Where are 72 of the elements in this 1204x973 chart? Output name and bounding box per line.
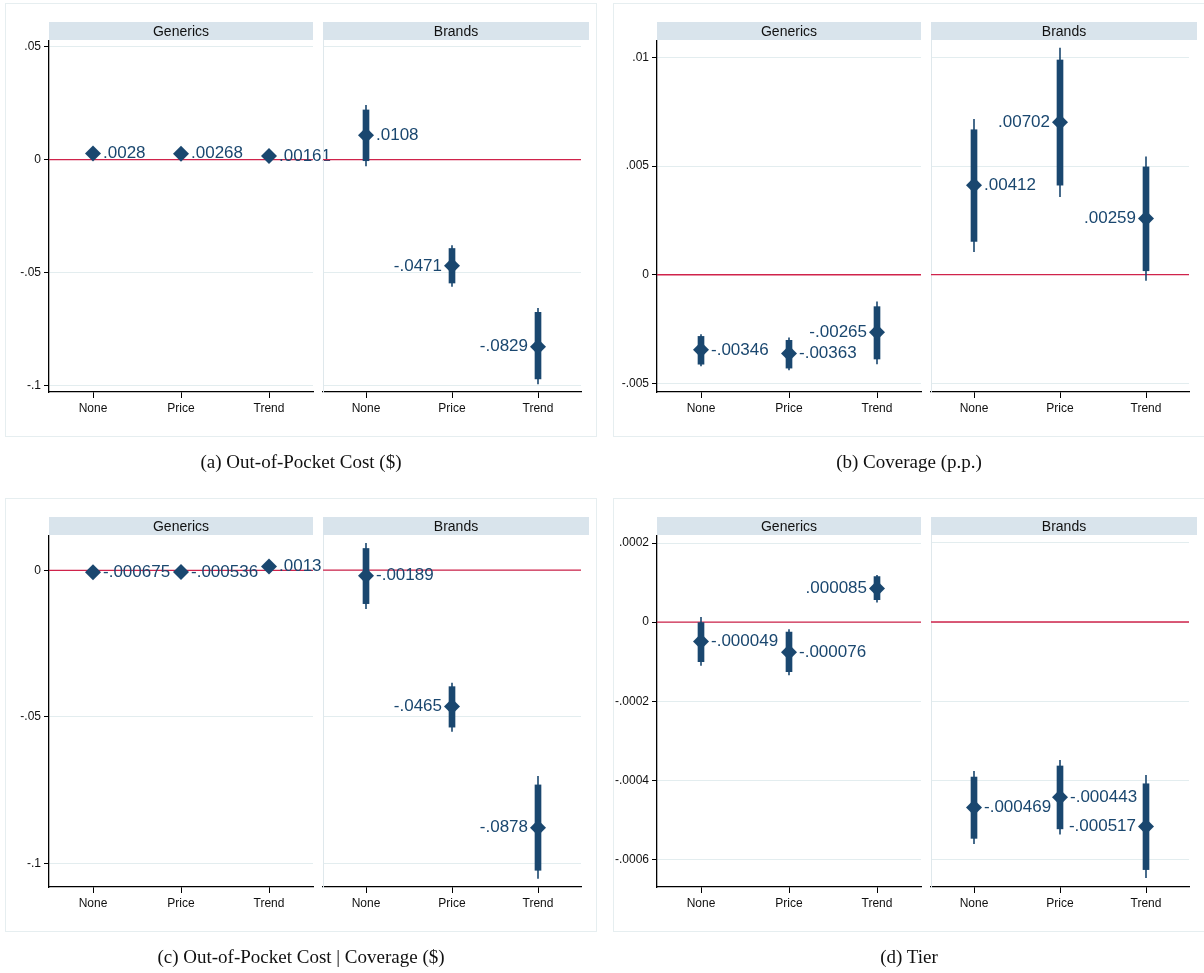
y-tick-label: 0: [642, 267, 650, 282]
data-label: -.0878: [479, 817, 528, 837]
chart-title: Generics: [49, 517, 313, 535]
y-tick-label: .01: [632, 49, 650, 64]
x-tick-label: None: [78, 400, 108, 415]
x-tick-label: None: [351, 895, 381, 910]
x-tick-label: Price: [167, 895, 195, 910]
data-label: .0028: [103, 143, 146, 163]
x-tick-label: Trend: [861, 895, 893, 910]
x-tick-label: None: [959, 895, 989, 910]
x-tick-label: Trend: [253, 400, 285, 415]
y-tick-label: -.1: [26, 377, 42, 392]
text: (d) Tier: [879, 946, 939, 968]
chart-title: Brands: [931, 22, 1197, 40]
data-label: -.000049: [711, 631, 779, 651]
y-tick-label: -.005: [621, 375, 650, 390]
x-tick-label: Price: [1046, 895, 1074, 910]
data-label: .00268: [191, 143, 243, 163]
data-label: -.00265: [809, 321, 868, 341]
y-tick-label: -.0004: [614, 772, 650, 787]
x-tick-label: Price: [438, 895, 466, 910]
data-label: -.000469: [984, 797, 1052, 817]
x-tick-label: None: [351, 400, 381, 415]
data-label: .00412: [984, 174, 1036, 194]
x-tick-label: Price: [775, 400, 803, 415]
text: (a) Out-of-Pocket Cost ($): [199, 451, 403, 473]
x-tick-label: None: [959, 400, 989, 415]
y-tick-label: -.0006: [614, 851, 650, 866]
x-tick-label: None: [78, 895, 108, 910]
chart-title: Brands: [323, 517, 589, 535]
data-label: .00259: [1084, 208, 1136, 228]
x-tick-label: Trend: [522, 895, 554, 910]
x-tick-label: Price: [1046, 400, 1074, 415]
data-label: -.0829: [479, 336, 528, 356]
data-label: -.0471: [393, 255, 442, 275]
chart-title: Brands: [323, 22, 589, 40]
y-tick-label: .0002: [618, 535, 650, 550]
data-label: .0108: [376, 124, 419, 144]
chart-title: Generics: [657, 517, 921, 535]
x-tick-label: Price: [167, 400, 195, 415]
data-label: -.000076: [799, 641, 867, 661]
data-label: -.0465: [393, 696, 442, 716]
x-tick-label: None: [686, 400, 716, 415]
text: (b) Coverage (p.p.): [835, 451, 983, 473]
y-tick-label: -.05: [20, 709, 42, 724]
y-tick-label: -.0002: [614, 693, 650, 708]
y-tick-label: 0: [34, 562, 42, 577]
y-tick-label: .005: [625, 158, 650, 173]
y-tick-label: .05: [24, 39, 42, 54]
data-label: .000085: [805, 578, 867, 598]
data-label: -.00189: [376, 565, 434, 585]
x-tick-label: Trend: [253, 895, 285, 910]
x-tick-label: Trend: [1130, 895, 1162, 910]
data-label: -.000443: [1070, 786, 1138, 806]
x-tick-label: Price: [775, 895, 803, 910]
y-tick-label: 0: [34, 152, 42, 167]
data-label: .00702: [998, 111, 1050, 131]
x-tick-label: Price: [438, 400, 466, 415]
x-tick-label: Trend: [861, 400, 893, 415]
chart-title: Generics: [49, 22, 313, 40]
x-tick-label: Trend: [1130, 400, 1162, 415]
data-label: -.00363: [799, 343, 857, 363]
chart-title: Brands: [931, 517, 1197, 535]
data-label: -.00346: [711, 339, 769, 359]
y-tick-label: -.05: [20, 264, 42, 279]
y-tick-label: -.1: [26, 855, 42, 870]
y-tick-label: 0: [642, 614, 650, 629]
chart-title: Generics: [657, 22, 921, 40]
x-tick-label: Trend: [522, 400, 554, 415]
x-tick-label: None: [686, 895, 716, 910]
data-label: -.000517: [1068, 816, 1137, 836]
text: (c) Out-of-Pocket Cost | Coverage ($): [156, 946, 446, 968]
